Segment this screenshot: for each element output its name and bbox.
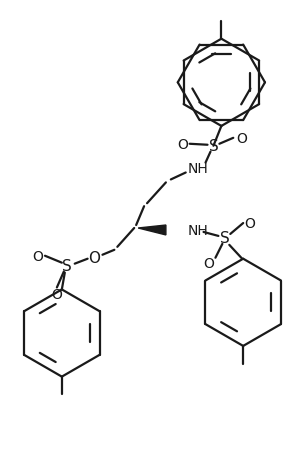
Text: O: O bbox=[245, 217, 255, 231]
Text: S: S bbox=[62, 258, 72, 273]
Text: NH: NH bbox=[188, 223, 208, 238]
Text: O: O bbox=[33, 249, 44, 263]
Text: O: O bbox=[88, 251, 100, 266]
Text: O: O bbox=[236, 131, 247, 146]
Text: O: O bbox=[52, 288, 62, 302]
Text: S: S bbox=[220, 231, 230, 246]
Text: O: O bbox=[177, 137, 188, 152]
Text: NH: NH bbox=[187, 161, 208, 175]
Text: O: O bbox=[203, 256, 214, 270]
Text: S: S bbox=[208, 139, 218, 154]
Polygon shape bbox=[138, 226, 166, 235]
